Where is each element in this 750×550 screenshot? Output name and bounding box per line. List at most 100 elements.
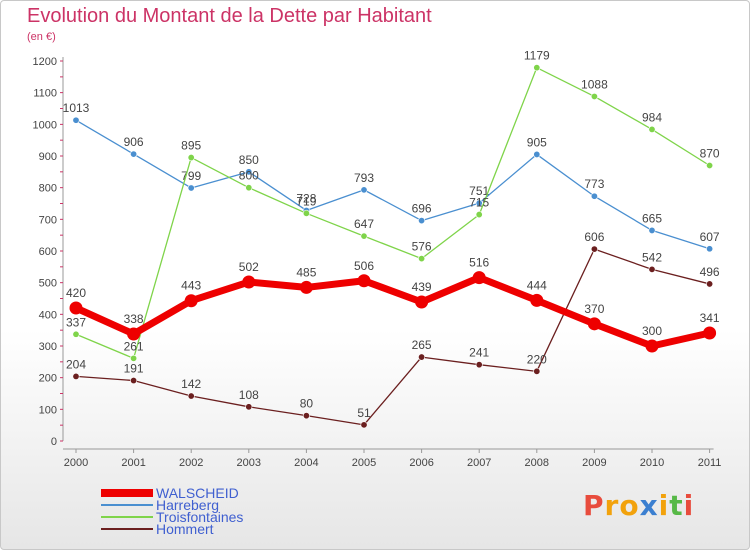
data-point-hommert — [533, 367, 541, 375]
data-point-hommert — [245, 403, 253, 411]
y-tick-label: 200 — [39, 373, 57, 385]
data-label-troisfontaines: 1179 — [524, 49, 550, 63]
legend-label: Harreberg — [156, 497, 220, 513]
data-label-walscheid: 502 — [239, 260, 259, 274]
x-tick-label: 2009 — [582, 457, 606, 469]
logo-letter: o — [619, 489, 640, 522]
data-point-hommert — [475, 361, 483, 369]
data-point-walscheid — [415, 295, 429, 309]
data-label-troisfontaines: 870 — [700, 147, 720, 161]
data-label-harreberg: 850 — [239, 153, 259, 167]
data-label-walscheid: 444 — [527, 278, 547, 292]
data-point-walscheid — [472, 271, 486, 285]
y-tick-label: 800 — [39, 183, 57, 195]
data-point-walscheid — [357, 274, 371, 288]
y-tick-label: 700 — [39, 214, 57, 226]
y-tick-label: 100 — [39, 404, 57, 416]
data-label-hommert: 220 — [527, 352, 547, 366]
series-line-troisfontaines — [75, 67, 711, 360]
data-point-harreberg — [130, 150, 138, 158]
legend-label: Troisfontaines — [156, 509, 244, 525]
data-point-hommert — [648, 265, 656, 273]
data-label-troisfontaines: 337 — [66, 315, 86, 329]
data-point-walscheid — [242, 275, 256, 289]
data-point-hommert — [302, 412, 310, 420]
data-label-troisfontaines: 261 — [124, 339, 144, 353]
data-label-harreberg: 793 — [354, 171, 374, 185]
data-point-troisfontaines — [72, 330, 80, 338]
data-label-harreberg: 728 — [296, 191, 316, 205]
data-label-harreberg: 665 — [642, 211, 662, 225]
data-label-walscheid: 443 — [181, 279, 201, 293]
plot-area: 1013906799850728793696751905773665607337… — [63, 49, 720, 429]
y-tick-label: 600 — [39, 246, 57, 258]
data-label-walscheid: 300 — [642, 324, 662, 338]
proxiti-logo: Proxiti — [583, 489, 694, 522]
data-label-walscheid: 439 — [412, 280, 432, 294]
data-point-troisfontaines — [130, 354, 138, 362]
data-label-walscheid: 485 — [296, 265, 316, 279]
data-point-harreberg — [648, 226, 656, 234]
legend: WALSCHEID Harreberg Troisfontaines Hommert — [101, 485, 361, 537]
data-label-hommert: 142 — [181, 377, 201, 391]
data-label-troisfontaines: 984 — [642, 110, 662, 124]
data-label-harreberg: 607 — [700, 230, 720, 244]
data-label-troisfontaines: 895 — [181, 139, 201, 153]
data-label-harreberg: 906 — [124, 135, 144, 149]
logo-letter: i — [658, 489, 670, 522]
data-label-hommert: 606 — [584, 230, 604, 244]
data-label-harreberg: 751 — [469, 184, 489, 198]
data-point-troisfontaines — [302, 209, 310, 217]
data-point-hommert — [360, 421, 368, 429]
data-label-hommert: 241 — [469, 346, 489, 360]
data-label-harreberg: 905 — [527, 135, 547, 149]
data-point-troisfontaines — [648, 125, 656, 133]
data-label-hommert: 204 — [66, 357, 86, 371]
data-point-harreberg — [245, 168, 253, 176]
legend-label: Hommert — [156, 521, 214, 537]
data-point-hommert — [130, 377, 138, 385]
y-tick-label: 900 — [39, 151, 57, 163]
series-line-hommert — [75, 248, 711, 426]
data-point-harreberg — [475, 199, 483, 207]
data-point-hommert — [72, 372, 80, 380]
data-point-harreberg — [590, 192, 598, 200]
data-label-troisfontaines: 576 — [412, 240, 432, 254]
data-point-harreberg — [533, 150, 541, 158]
series-line-harreberg — [75, 119, 711, 250]
x-tick-label: 2000 — [64, 457, 88, 469]
y-tick-label: 1000 — [33, 119, 57, 131]
x-tick-label: 2007 — [467, 457, 491, 469]
legend-item-harreberg: Harreberg — [101, 497, 361, 513]
data-point-walscheid — [645, 339, 659, 353]
data-label-walscheid: 516 — [469, 256, 489, 270]
data-point-walscheid — [299, 280, 313, 294]
data-label-hommert: 108 — [239, 388, 259, 402]
data-label-hommert: 51 — [357, 406, 371, 420]
x-tick-label: 2001 — [121, 457, 145, 469]
data-point-troisfontaines — [418, 255, 426, 263]
data-label-walscheid: 420 — [66, 286, 86, 300]
data-label-troisfontaines: 647 — [354, 217, 374, 231]
data-label-troisfontaines: 1088 — [581, 77, 608, 91]
y-tick-label: 1100 — [33, 88, 57, 100]
axes: 0 100 200 300 400 500 600 700 800 900 1000 1100 1200… — [33, 56, 722, 469]
legend-swatch — [101, 528, 153, 530]
legend-item-troisfontaines: Troisfontaines — [101, 509, 361, 525]
data-point-hommert — [187, 392, 195, 400]
y-tick-label: 500 — [39, 278, 57, 290]
data-label-hommert: 265 — [412, 338, 432, 352]
data-label-troisfontaines: 800 — [239, 169, 259, 183]
data-label-walscheid: 370 — [584, 302, 604, 316]
data-label-walscheid: 506 — [354, 259, 374, 273]
data-label-harreberg: 696 — [412, 202, 432, 216]
data-point-troisfontaines — [475, 211, 483, 219]
data-point-troisfontaines — [360, 232, 368, 240]
y-tick-label: 0 — [51, 436, 57, 448]
data-point-troisfontaines — [590, 92, 598, 100]
x-tick-label: 2010 — [640, 457, 664, 469]
x-tick-label: 2006 — [409, 457, 433, 469]
chart-title: Evolution du Montant de la Dette par Hab… — [27, 5, 432, 27]
y-tick-label: 400 — [39, 309, 57, 321]
